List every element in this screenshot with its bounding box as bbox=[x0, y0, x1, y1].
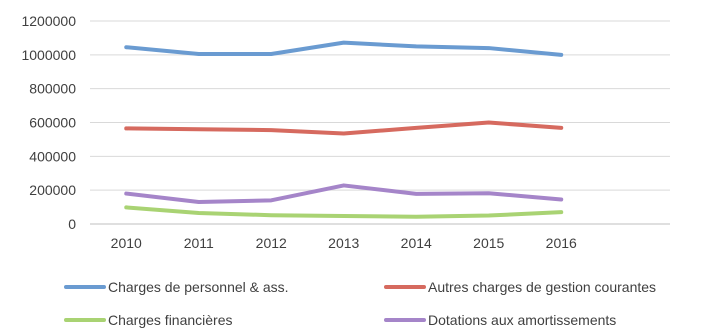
legend-item: Dotations aux amortissements bbox=[384, 312, 616, 328]
legend-label: Charges de personnel & ass. bbox=[108, 279, 289, 295]
x-tick-label: 2015 bbox=[473, 235, 504, 251]
legend: Charges de personnel & ass. Autres charge… bbox=[64, 279, 656, 328]
series-line bbox=[124, 183, 564, 205]
legend-label: Autres charges de gestion courantes bbox=[428, 279, 656, 295]
series-line bbox=[124, 205, 564, 219]
x-tick-label: 2016 bbox=[546, 235, 577, 251]
legend-item: Charges de personnel & ass. bbox=[64, 279, 289, 295]
y-tick-label: 1000000 bbox=[21, 47, 76, 63]
y-tick-label: 800000 bbox=[29, 81, 76, 97]
y-tick-label: 1200000 bbox=[21, 13, 76, 29]
legend-item: Autres charges de gestion courantes bbox=[384, 279, 656, 295]
y-tick-label: 200000 bbox=[29, 182, 76, 198]
x-axis-tick-labels: 2010 2011 2012 2013 2014 2015 2016 bbox=[111, 235, 577, 251]
x-tick-label: 2010 bbox=[111, 235, 142, 251]
y-tick-label: 0 bbox=[68, 216, 76, 232]
x-tick-label: 2012 bbox=[256, 235, 287, 251]
x-tick-label: 2014 bbox=[401, 235, 432, 251]
series-line bbox=[124, 120, 564, 136]
x-tick-label: 2011 bbox=[184, 235, 214, 251]
x-tick-label: 2013 bbox=[328, 235, 359, 251]
legend-label: Dotations aux amortissements bbox=[428, 312, 616, 328]
y-axis-tick-labels: 0 200000 400000 600000 800000 1000000 1200000 bbox=[21, 13, 76, 232]
y-tick-label: 400000 bbox=[29, 148, 76, 164]
y-tick-label: 600000 bbox=[29, 115, 76, 131]
legend-label: Charges financières bbox=[108, 312, 233, 328]
series-lines bbox=[124, 40, 564, 219]
series-line bbox=[124, 40, 564, 57]
legend-item: Charges financières bbox=[64, 312, 233, 328]
